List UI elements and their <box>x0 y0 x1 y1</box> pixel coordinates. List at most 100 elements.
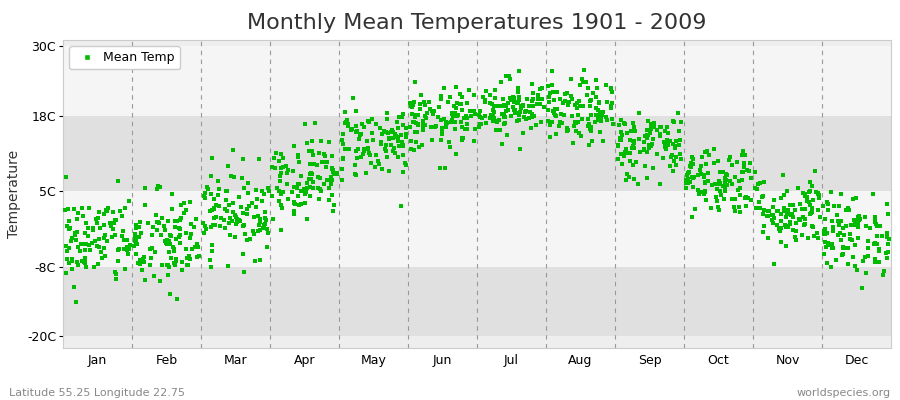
Point <box>261 185 275 191</box>
Point <box>336 155 350 161</box>
Point <box>875 233 889 240</box>
Point <box>571 100 585 107</box>
Point <box>163 232 177 238</box>
Point <box>403 100 418 106</box>
Point <box>557 90 572 97</box>
Point <box>108 271 122 277</box>
Point <box>584 124 598 130</box>
Point <box>230 221 244 227</box>
Point <box>880 201 895 208</box>
Point <box>512 68 526 74</box>
Point <box>203 173 218 180</box>
Point <box>592 100 607 106</box>
Point <box>363 152 377 158</box>
Point <box>487 115 501 121</box>
Point <box>707 160 722 167</box>
Point <box>253 216 267 222</box>
Point <box>808 188 823 195</box>
Point <box>638 163 652 169</box>
Point <box>356 146 371 152</box>
Point <box>846 254 860 260</box>
Point <box>251 156 266 162</box>
Point <box>561 102 575 109</box>
Point <box>499 108 513 114</box>
Point <box>506 104 520 110</box>
Point <box>511 112 526 118</box>
Point <box>483 92 498 98</box>
Point <box>806 196 820 203</box>
Point <box>414 92 428 98</box>
Point <box>835 245 850 251</box>
Point <box>206 215 220 222</box>
Point <box>213 215 228 222</box>
Point <box>259 226 274 232</box>
Point <box>836 244 850 250</box>
Point <box>449 104 464 111</box>
Point <box>511 89 526 95</box>
Point <box>724 196 739 202</box>
Point <box>418 102 433 108</box>
Point <box>832 229 847 236</box>
Point <box>385 129 400 136</box>
Point <box>501 106 516 113</box>
Point <box>878 250 893 256</box>
Point <box>221 163 236 170</box>
Point <box>212 192 226 198</box>
Point <box>451 112 465 119</box>
Point <box>797 190 812 197</box>
Point <box>613 135 627 142</box>
Point <box>212 186 226 192</box>
Point <box>204 264 219 270</box>
Point <box>614 135 628 141</box>
Point <box>374 131 389 138</box>
Point <box>782 220 796 227</box>
Point <box>272 158 286 165</box>
Point <box>163 241 177 247</box>
Point <box>130 260 145 266</box>
Point <box>819 244 833 250</box>
Point <box>237 269 251 275</box>
Point <box>122 198 136 204</box>
Point <box>347 161 362 168</box>
Point <box>820 198 834 205</box>
Point <box>788 207 803 213</box>
Point <box>165 206 179 212</box>
Point <box>517 103 531 110</box>
Point <box>391 134 405 140</box>
Point <box>704 205 718 212</box>
Point <box>868 240 882 246</box>
Point <box>186 224 201 231</box>
Point <box>364 160 379 166</box>
Point <box>698 188 713 194</box>
Point <box>297 186 311 192</box>
Point <box>313 174 328 181</box>
Point <box>279 163 293 169</box>
Point <box>848 220 862 226</box>
Point <box>694 171 708 178</box>
Point <box>396 152 410 158</box>
Point <box>373 125 387 132</box>
Point <box>467 108 482 114</box>
Point <box>112 258 126 264</box>
Point <box>787 202 801 208</box>
Point <box>258 215 273 222</box>
Point <box>786 227 800 233</box>
Point <box>847 217 861 223</box>
Point <box>166 244 180 250</box>
Point <box>122 242 137 248</box>
Point <box>841 261 855 267</box>
Point <box>325 165 339 172</box>
Point <box>764 217 778 223</box>
Point <box>491 116 506 123</box>
Point <box>403 124 418 130</box>
Point <box>591 100 606 106</box>
Point <box>94 255 109 262</box>
Point <box>87 238 102 244</box>
Point <box>241 180 256 186</box>
Point <box>569 127 583 134</box>
Point <box>683 160 698 166</box>
Point <box>623 137 637 143</box>
Point <box>594 117 608 124</box>
Point <box>140 220 155 226</box>
Point <box>315 159 329 165</box>
